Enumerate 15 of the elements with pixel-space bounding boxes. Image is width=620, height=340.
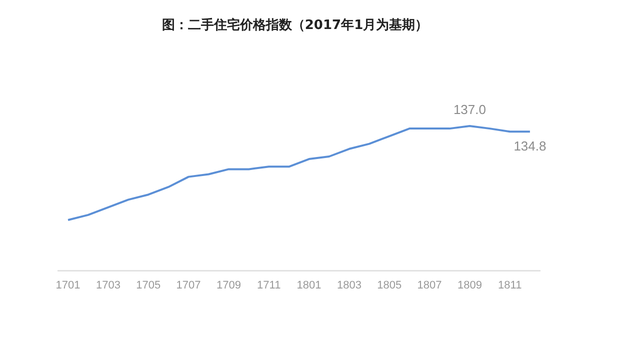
x-tick-label: 1703 (96, 279, 120, 292)
x-tick-label: 1801 (296, 279, 322, 292)
data-label: 134.8 (514, 138, 546, 154)
x-tick-label: 1705 (136, 279, 161, 292)
x-tick-label: 1805 (377, 279, 402, 292)
x-tick-label: 1711 (257, 279, 281, 292)
chart-title: 图：二手住宅价格指数（2017年1月为基期） (162, 17, 428, 34)
x-tick-label: 1707 (176, 279, 201, 292)
data-label: 137.0 (453, 102, 486, 118)
x-tick-label: 1809 (457, 279, 482, 292)
x-tick-label: 1807 (417, 279, 442, 292)
x-tick-label: 1701 (56, 279, 80, 292)
x-tick-label: 1803 (336, 279, 362, 292)
x-tick-label: 1811 (498, 279, 522, 292)
x-tick-label: 1709 (216, 279, 241, 292)
